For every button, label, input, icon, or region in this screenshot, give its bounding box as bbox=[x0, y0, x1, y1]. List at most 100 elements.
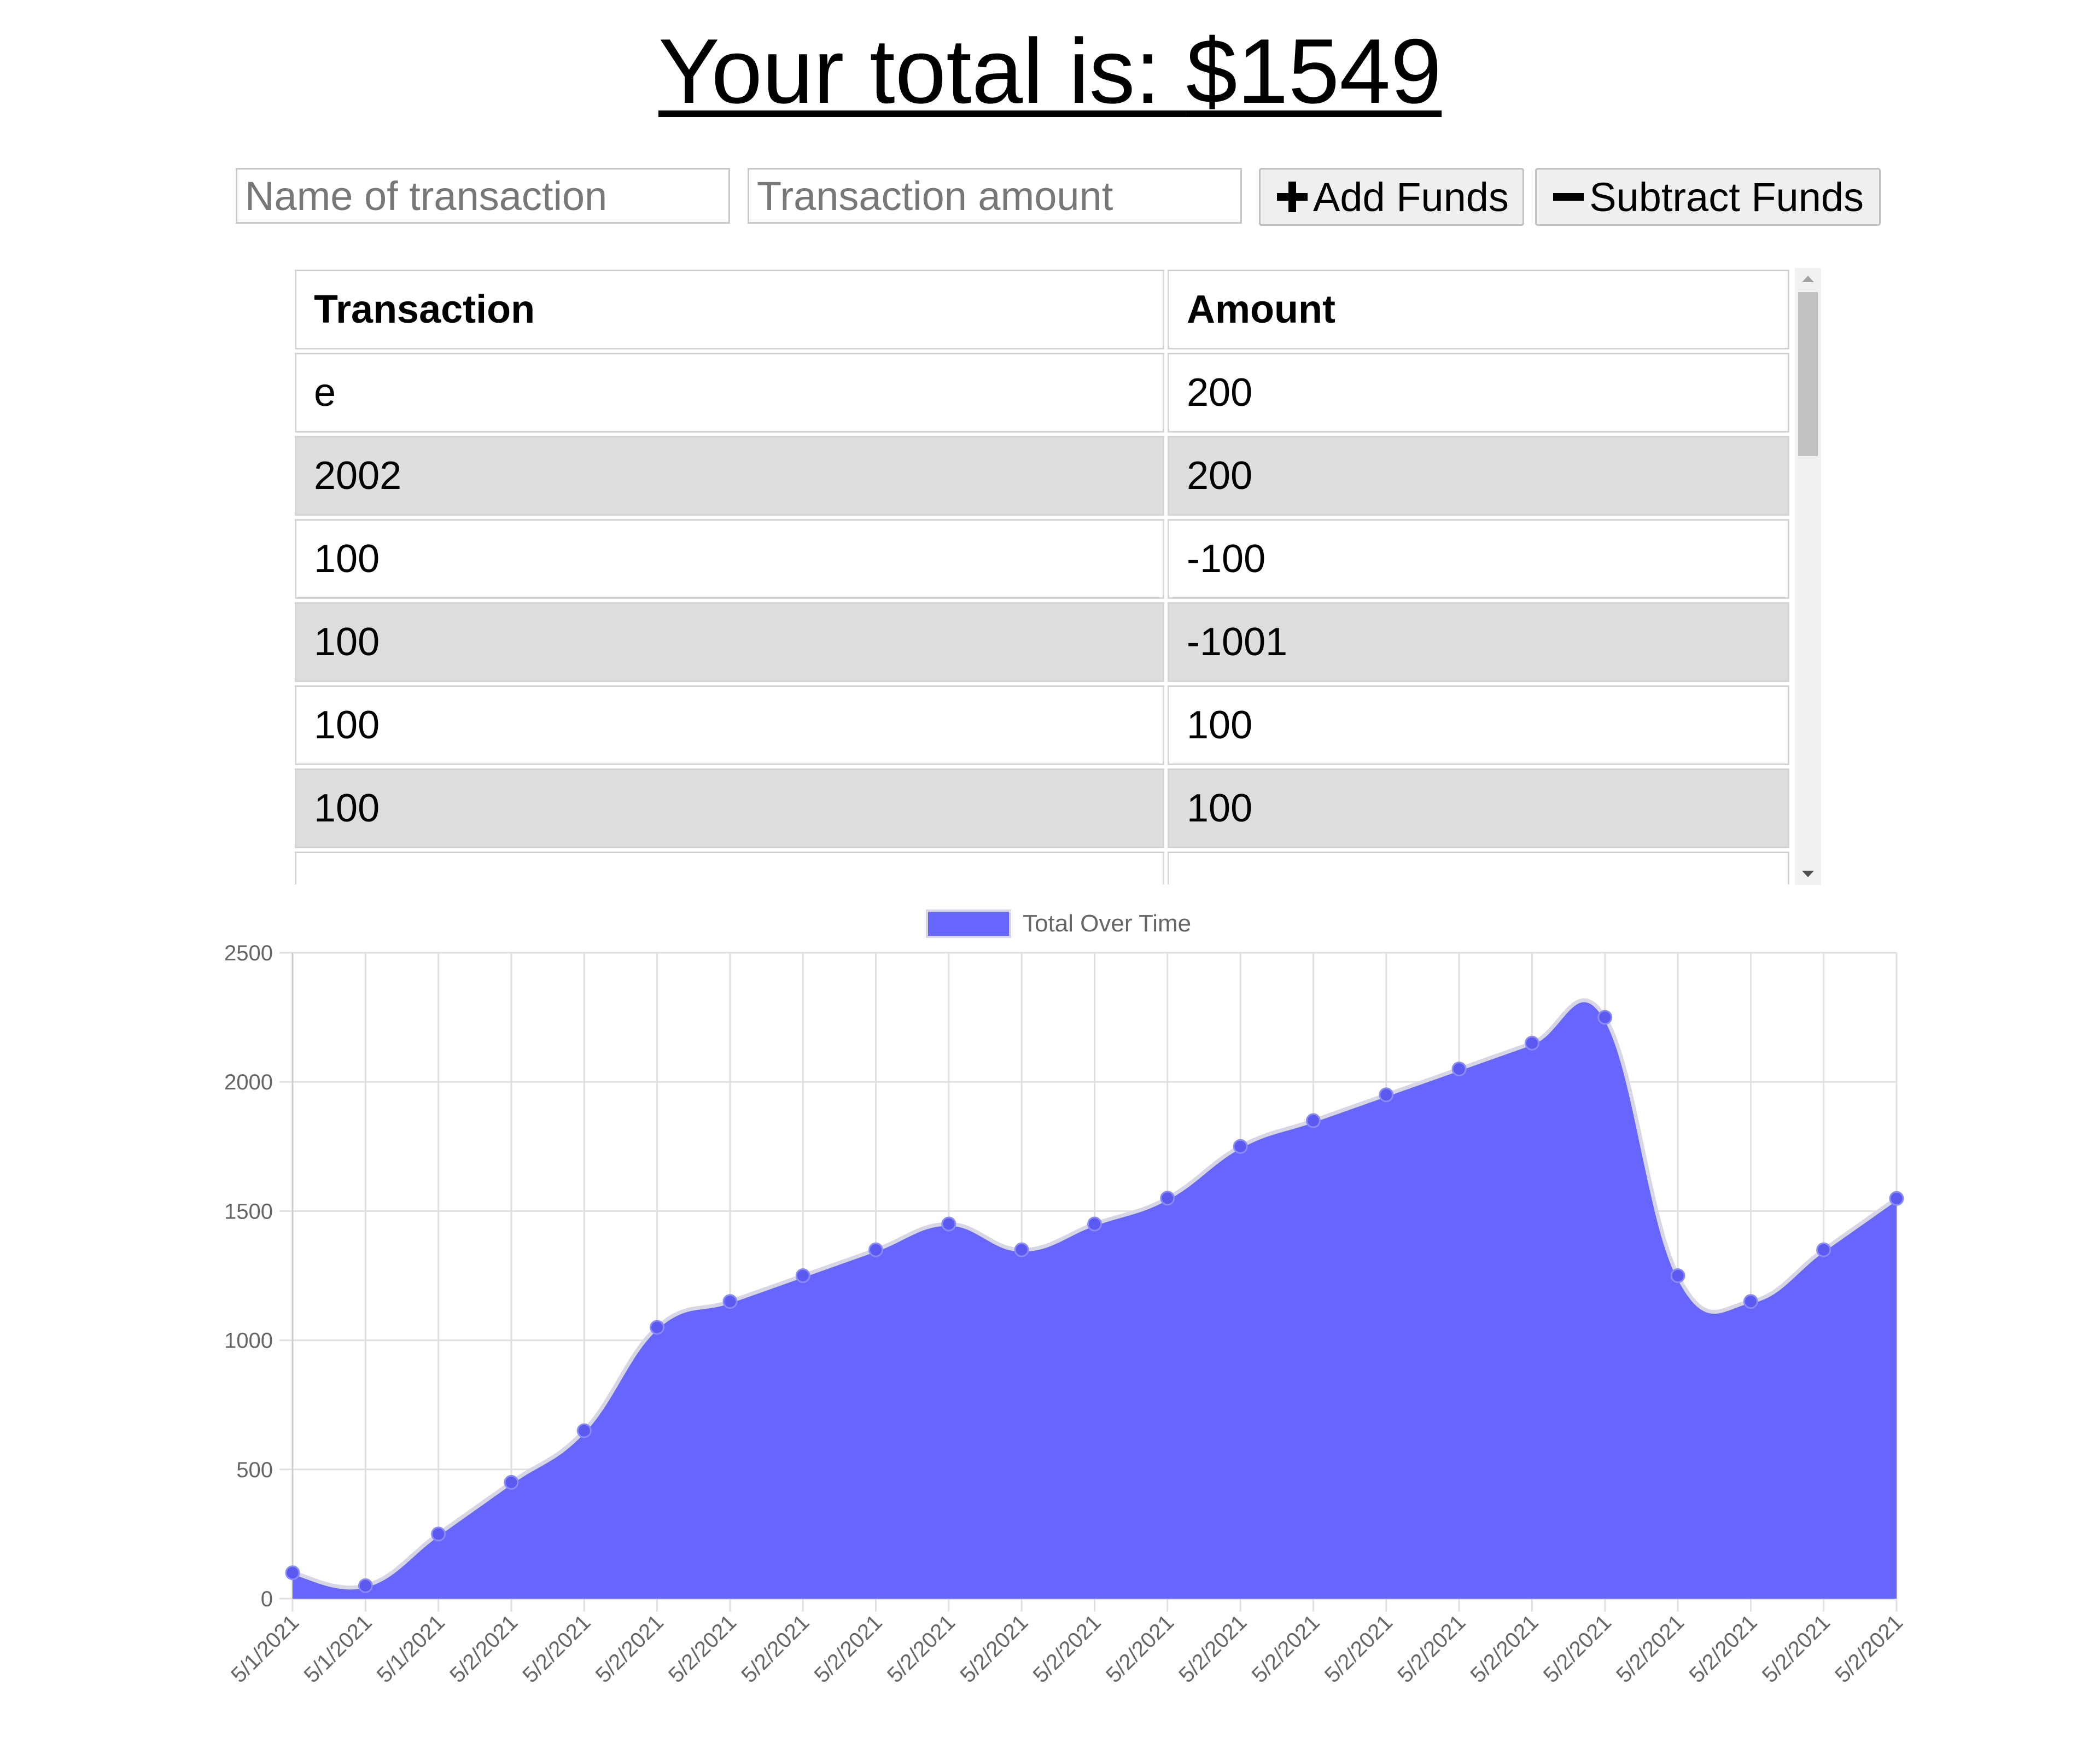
x-tick-label: 5/2/2021 bbox=[591, 1610, 668, 1687]
data-point[interactable] bbox=[1889, 1191, 1904, 1206]
scrollbar-thumb[interactable] bbox=[1798, 292, 1818, 456]
x-tick-label: 5/2/2021 bbox=[810, 1610, 887, 1687]
data-point[interactable] bbox=[1233, 1139, 1248, 1154]
x-axis-ticks: 5/1/20215/1/20215/1/20215/2/20215/2/2021… bbox=[226, 1610, 1908, 1687]
data-point[interactable] bbox=[431, 1526, 446, 1542]
x-tick-label: 5/2/2021 bbox=[1612, 1610, 1689, 1687]
x-tick-label: 5/2/2021 bbox=[1758, 1610, 1835, 1687]
legend-label: Total Over Time bbox=[1023, 910, 1191, 937]
data-point[interactable] bbox=[1743, 1294, 1758, 1309]
x-tick-label: 5/2/2021 bbox=[1685, 1610, 1762, 1687]
subtract-funds-label: Subtract Funds bbox=[1589, 174, 1864, 220]
data-point[interactable] bbox=[1670, 1268, 1685, 1283]
x-tick-label: 5/2/2021 bbox=[1830, 1610, 1908, 1687]
y-tick-label: 500 bbox=[236, 1458, 273, 1482]
y-tick-label: 1000 bbox=[224, 1329, 273, 1353]
data-point[interactable] bbox=[795, 1268, 810, 1283]
column-header-transaction: Transaction bbox=[295, 270, 1164, 349]
transaction-name-cell: 100 bbox=[295, 768, 1164, 848]
data-point[interactable] bbox=[1816, 1242, 1831, 1257]
data-point[interactable] bbox=[1597, 1010, 1613, 1025]
y-tick-label: 1500 bbox=[224, 1199, 273, 1223]
data-point[interactable] bbox=[504, 1474, 519, 1490]
data-point[interactable] bbox=[1160, 1191, 1175, 1206]
data-point[interactable] bbox=[1305, 1113, 1321, 1128]
column-header-amount: Amount bbox=[1168, 270, 1789, 349]
data-point[interactable] bbox=[1087, 1216, 1102, 1232]
chart-area-layer bbox=[292, 998, 1898, 1599]
table-row: e 200 bbox=[295, 353, 1789, 433]
data-point[interactable] bbox=[1524, 1035, 1539, 1051]
add-funds-label: Add Funds bbox=[1313, 174, 1509, 220]
transactions-table-container[interactable]: Transaction Amount e 200 2002 200 100 -1… bbox=[291, 266, 1820, 884]
transaction-name-cell: e bbox=[295, 353, 1164, 433]
plus-icon bbox=[1276, 179, 1309, 215]
table-scrollbar[interactable] bbox=[1795, 268, 1821, 885]
transaction-amount-cell bbox=[1168, 852, 1789, 884]
transaction-amount-cell: -100 bbox=[1168, 519, 1789, 599]
data-point[interactable] bbox=[722, 1294, 738, 1309]
minus-icon bbox=[1552, 179, 1585, 215]
transaction-amount-cell: 200 bbox=[1168, 436, 1789, 516]
add-funds-button[interactable]: Add Funds bbox=[1259, 168, 1524, 226]
scroll-down-arrow-icon[interactable] bbox=[1795, 863, 1821, 885]
transaction-name-cell: 100 bbox=[295, 685, 1164, 765]
x-tick-label: 5/2/2021 bbox=[1320, 1610, 1397, 1687]
total-heading: Your total is: $1549 bbox=[0, 16, 2100, 126]
transaction-name-cell: 100 bbox=[295, 602, 1164, 682]
transaction-name-cell bbox=[295, 852, 1164, 884]
series-area-fill bbox=[293, 1000, 1897, 1599]
total-prefix: Your total is: bbox=[658, 20, 1186, 123]
data-point[interactable] bbox=[1379, 1087, 1394, 1103]
x-tick-label: 5/2/2021 bbox=[883, 1610, 960, 1687]
total-amount: $1549 bbox=[1186, 20, 1442, 123]
y-tick-label: 0 bbox=[261, 1587, 273, 1611]
x-tick-label: 5/2/2021 bbox=[518, 1610, 595, 1687]
subtract-funds-button[interactable]: Subtract Funds bbox=[1535, 168, 1881, 226]
data-point[interactable] bbox=[650, 1320, 665, 1335]
table-row: 100 100 bbox=[295, 685, 1789, 765]
data-point[interactable] bbox=[1451, 1062, 1467, 1077]
table-row bbox=[295, 852, 1789, 884]
data-point[interactable] bbox=[576, 1423, 592, 1438]
x-tick-label: 5/2/2021 bbox=[1174, 1610, 1251, 1687]
x-tick-label: 5/1/2021 bbox=[299, 1610, 376, 1687]
x-tick-label: 5/2/2021 bbox=[1247, 1610, 1325, 1687]
table-row: 100 -1001 bbox=[295, 602, 1789, 682]
table-header-row: Transaction Amount bbox=[295, 270, 1789, 349]
transaction-amount-cell: 200 bbox=[1168, 353, 1789, 433]
transaction-name-input[interactable] bbox=[236, 168, 730, 224]
transactions-table: Transaction Amount e 200 2002 200 100 -1… bbox=[291, 266, 1793, 884]
transaction-amount-input[interactable] bbox=[748, 168, 1242, 224]
y-tick-label: 2000 bbox=[224, 1070, 273, 1094]
data-point[interactable] bbox=[941, 1216, 956, 1232]
chart-legend: Total Over Time bbox=[926, 910, 1191, 938]
x-tick-label: 5/1/2021 bbox=[226, 1610, 304, 1687]
data-point[interactable] bbox=[285, 1565, 300, 1581]
y-axis-ticks: 0 500 1000 1500 2000 2500 bbox=[224, 941, 273, 1611]
x-tick-label: 5/2/2021 bbox=[445, 1610, 522, 1687]
transaction-amount-cell: 100 bbox=[1168, 685, 1789, 765]
table-row: 2002 200 bbox=[295, 436, 1789, 516]
x-tick-label: 5/2/2021 bbox=[1539, 1610, 1616, 1687]
x-tick-label: 5/1/2021 bbox=[372, 1610, 450, 1687]
x-tick-label: 5/2/2021 bbox=[1029, 1610, 1106, 1687]
x-tick-label: 5/2/2021 bbox=[1101, 1610, 1179, 1687]
table-row: 100 100 bbox=[295, 768, 1789, 848]
series-line bbox=[292, 998, 1898, 1590]
scroll-up-arrow-icon[interactable] bbox=[1795, 268, 1821, 290]
x-tick-label: 5/2/2021 bbox=[1393, 1610, 1470, 1687]
x-tick-label: 5/2/2021 bbox=[664, 1610, 741, 1687]
transaction-amount-cell: 100 bbox=[1168, 768, 1789, 848]
transaction-name-cell: 2002 bbox=[295, 436, 1164, 516]
legend-swatch bbox=[926, 910, 1011, 938]
transaction-name-cell: 100 bbox=[295, 519, 1164, 599]
transaction-amount-cell: -1001 bbox=[1168, 602, 1789, 682]
data-point[interactable] bbox=[1014, 1242, 1029, 1257]
data-point[interactable] bbox=[868, 1242, 884, 1257]
data-point[interactable] bbox=[358, 1578, 373, 1593]
y-tick-label: 2500 bbox=[224, 941, 273, 965]
x-tick-label: 5/2/2021 bbox=[1466, 1610, 1543, 1687]
